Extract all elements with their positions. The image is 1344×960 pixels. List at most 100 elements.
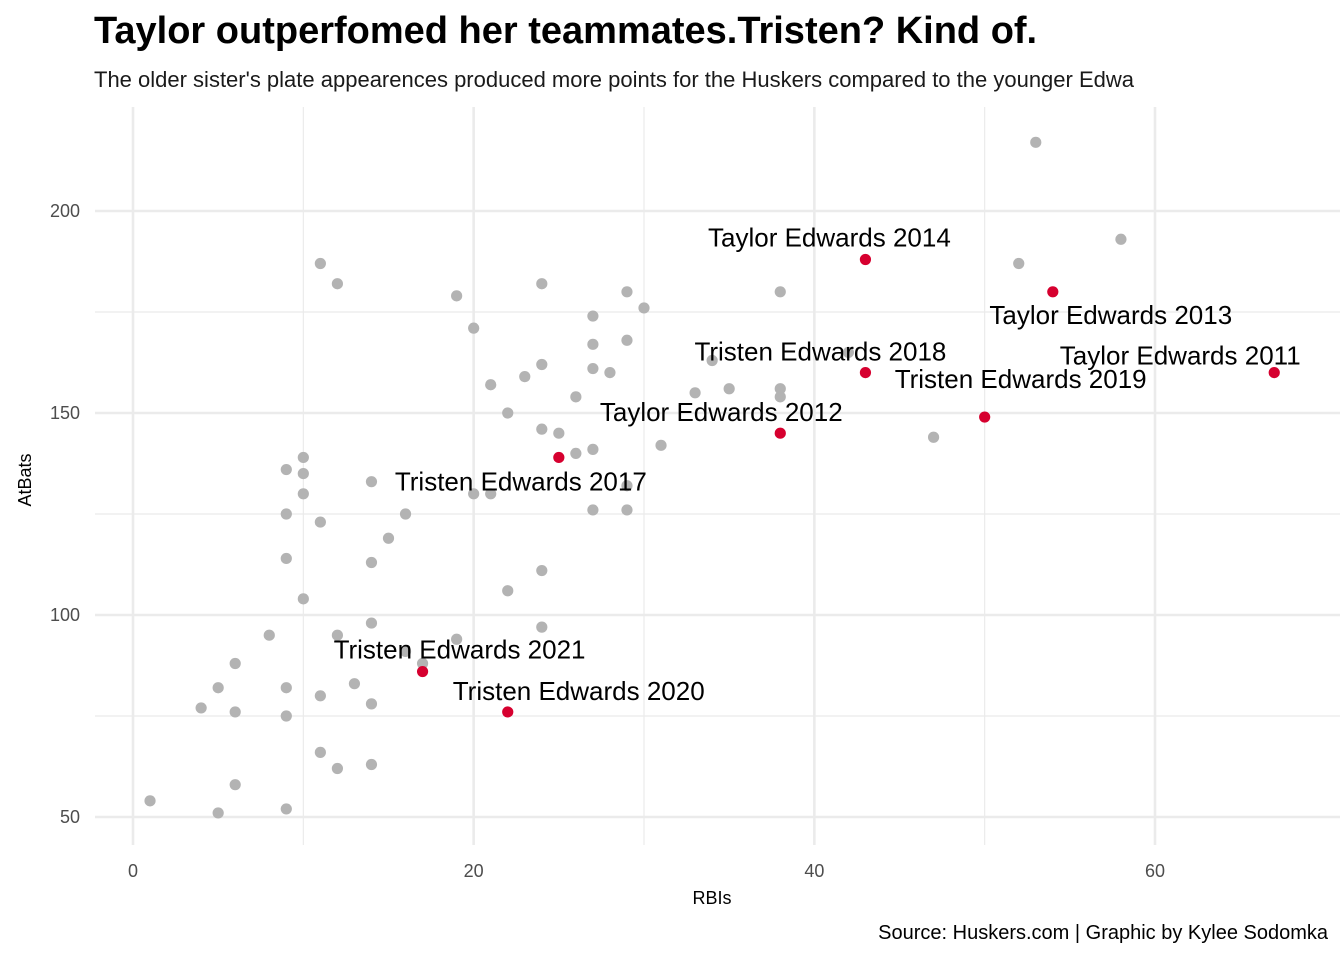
scatter-point: [842, 346, 855, 358]
scatter-point: [1115, 233, 1127, 245]
scatter-point: [399, 645, 412, 657]
point-label: Tristen Edwards 2020: [453, 676, 705, 706]
scatter-point: [485, 488, 497, 500]
scatter-point: [280, 552, 292, 565]
scatter-point: [365, 556, 378, 569]
scatter-point: [331, 629, 343, 641]
scatter-point: [314, 516, 326, 528]
scatter-point: [314, 257, 326, 270]
x-axis-label: RBIs: [692, 888, 731, 908]
scatter-point: [263, 629, 275, 641]
scatter-point: [229, 706, 241, 718]
scatter-point: [280, 463, 292, 476]
scatter-point: [399, 508, 412, 520]
scatter-point: [1013, 257, 1025, 270]
x-tick-label: 0: [128, 861, 138, 881]
point-label: Tristen Edwards 2021: [334, 635, 586, 665]
scatter-point: [621, 334, 633, 346]
scatter-point: [280, 710, 292, 722]
scatter-point: [774, 391, 786, 403]
point-label: Taylor Edwards 2013: [989, 300, 1232, 330]
scatter-point: [297, 468, 309, 480]
axes: RBIs AtBats 0 20 40 60 50 100 150 200: [15, 201, 1165, 908]
scatter-point: [536, 278, 548, 290]
scatter-point: [280, 803, 292, 815]
highlighted-point: [1268, 367, 1280, 379]
scatter-point: [365, 698, 378, 710]
scatter-point: [587, 504, 599, 516]
scatter-point: [297, 488, 309, 500]
scatter-point: [297, 451, 309, 464]
point-label: Taylor Edwards 2011: [1060, 341, 1301, 371]
scatter-point: [365, 617, 378, 629]
scatter-point: [536, 621, 548, 633]
scatter-point: [314, 690, 326, 702]
scatter-point: [723, 383, 735, 395]
scatter-point: [229, 779, 241, 791]
scatter-point: [774, 286, 786, 298]
scatter-point: [451, 633, 463, 645]
y-tick-label: 50: [60, 807, 80, 827]
scatter-point: [587, 310, 599, 322]
highlighted-point: [1047, 286, 1059, 298]
y-tick-label: 100: [50, 605, 80, 625]
scatter-point: [519, 371, 531, 383]
scatter-point: [468, 322, 480, 334]
scatter-point: [485, 379, 497, 391]
x-tick-label: 40: [804, 861, 824, 881]
scatter-point: [689, 387, 701, 399]
scatter-point: [212, 682, 224, 694]
scatter-point: [144, 795, 156, 807]
scatter-point: [229, 657, 241, 670]
scatter-point: [587, 338, 599, 350]
y-axis-label: AtBats: [15, 453, 35, 506]
scatter-point: [212, 807, 224, 819]
highlighted-point: [416, 665, 429, 678]
scatter-point: [536, 423, 548, 435]
scatter-point: [502, 585, 514, 597]
scatter-point: [570, 447, 582, 459]
x-tick-label: 60: [1145, 861, 1165, 881]
chart-subtitle: The older sister's plate appearences pro…: [94, 67, 1134, 92]
scatter-point: [331, 762, 343, 775]
scatter-point: [365, 476, 378, 488]
scatter-point: [570, 391, 582, 403]
scatter-point: [331, 278, 343, 290]
scatter-point: [416, 657, 429, 670]
point-label: Tristen Edwards 2019: [895, 364, 1147, 394]
highlighted-point: [553, 451, 565, 464]
scatter-point: [468, 488, 480, 500]
point-label: Taylor Edwards 2014: [708, 222, 951, 252]
scatter-point: [502, 407, 514, 419]
scatter-point: [536, 358, 548, 371]
scatter-point: [587, 443, 599, 455]
scatter-point: [553, 427, 565, 439]
scatter-point: [536, 564, 548, 577]
point-label: Tristen Edwards 2018: [694, 337, 946, 367]
highlighted-point: [502, 706, 514, 718]
scatter-point: [621, 480, 633, 492]
scatter-point: [348, 678, 361, 690]
scatter-point: [382, 532, 395, 544]
scatter-point: [451, 290, 463, 302]
scatter-point: [587, 362, 599, 375]
highlighted-point: [859, 253, 872, 266]
x-tick-label: 20: [464, 861, 484, 881]
scatter-point: [927, 431, 940, 443]
chart-title: Taylor outperfomed her teammates.Tristen…: [94, 10, 1038, 52]
scatter-point: [365, 758, 378, 771]
highlighted-point: [859, 367, 872, 379]
grid-lines: [95, 107, 1340, 845]
scatter-point: [195, 702, 207, 714]
scatter-point: [655, 439, 667, 451]
point-label: Tristen Edwards 2017: [395, 466, 647, 496]
scatter-point: [706, 354, 718, 367]
source-caption: Source: Huskers.com | Graphic by Kylee S…: [878, 922, 1328, 944]
scatter-point: [297, 593, 309, 605]
point-labels: Taylor Edwards 2014 Taylor Edwards 2013 Ta…: [334, 222, 1301, 705]
scatter-point: [280, 508, 292, 520]
scatter-point: [314, 746, 326, 758]
scatter-point: [280, 682, 292, 694]
scatter-point: [1030, 136, 1042, 148]
